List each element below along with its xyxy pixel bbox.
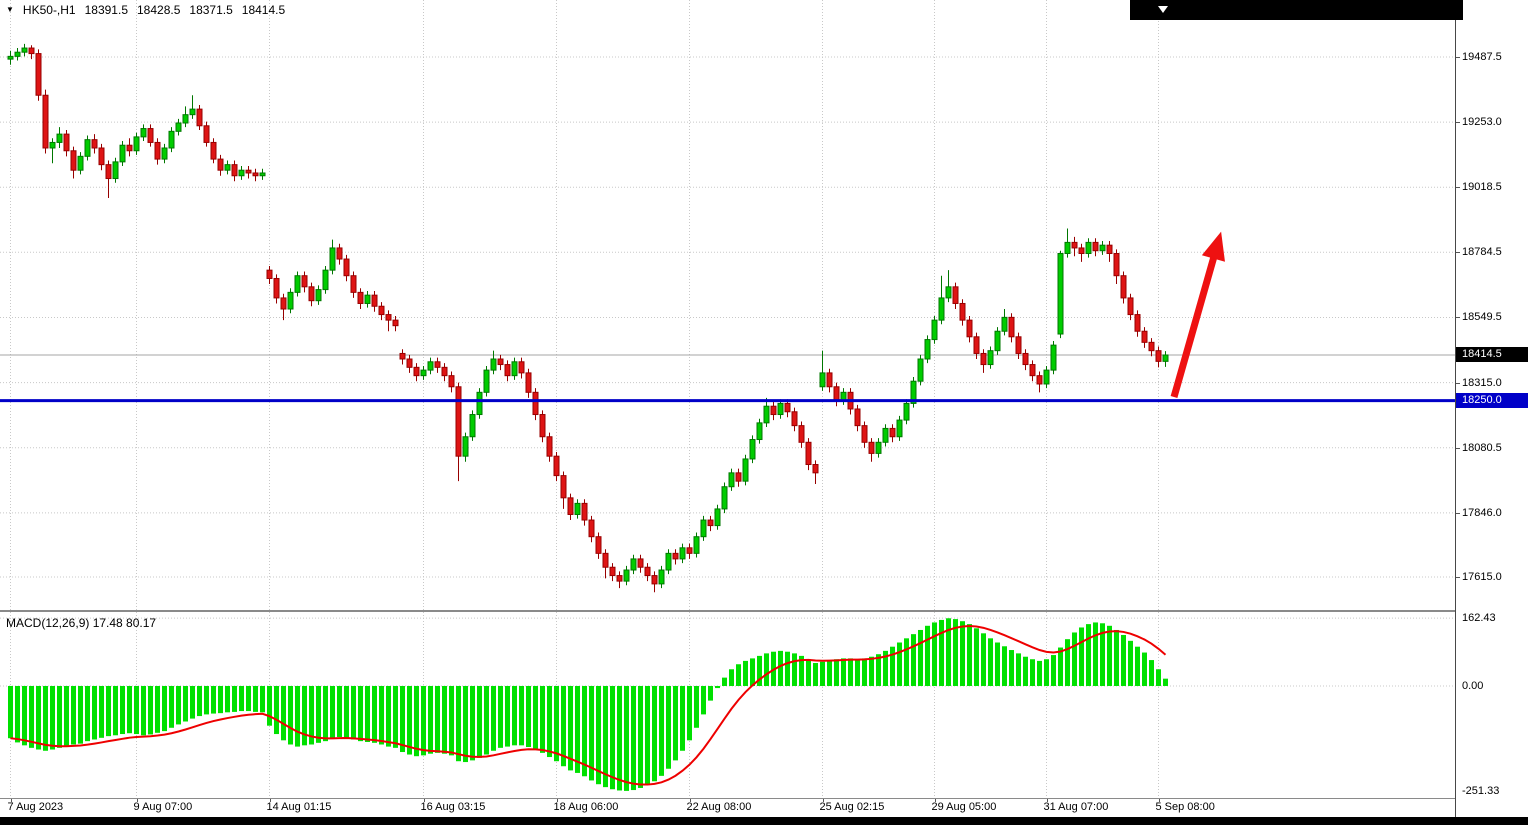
macd-axis-label: 162.43 — [1462, 612, 1496, 625]
time-axis-tick — [1158, 799, 1160, 802]
macd-axis-label: -251.33 — [1462, 785, 1500, 798]
time-axis-tick — [689, 799, 691, 802]
time-axis-label: 25 Aug 02:15 — [819, 801, 885, 813]
price-axis-label: 18549.5 — [1462, 311, 1502, 324]
price-axis-label: 19487.5 — [1462, 51, 1502, 64]
window-bottom-edge — [0, 817, 1528, 825]
high-value: 18428.5 — [137, 3, 181, 17]
price-axis-tick — [1456, 382, 1460, 384]
price-axis[interactable]: 19487.5 19253.0 19018.5 18784.5 18549.5 18315… — [1455, 0, 1528, 817]
time-axis-tick — [822, 799, 824, 802]
price-chart-canvas[interactable] — [0, 0, 1455, 610]
time-axis-tick — [10, 799, 12, 802]
macd-indicator-panel[interactable]: MACD(12,26,9) 17.48 80.17 — [0, 612, 1455, 798]
buy-arrow[interactable] — [1170, 245, 1221, 398]
price-axis-tick — [1456, 252, 1460, 254]
price-axis-tick — [1456, 576, 1460, 578]
macd-indicator-label: MACD(12,26,9) 17.48 80.17 — [6, 616, 157, 630]
symbol-timeframe-label: HK50-,H1 — [22, 3, 76, 17]
price-axis-tick — [1456, 512, 1460, 514]
price-axis-tick — [1456, 317, 1460, 319]
top-black-strip — [1130, 0, 1463, 20]
macd-axis-label: 0.00 — [1462, 679, 1484, 692]
time-axis-tick — [423, 799, 425, 802]
price-axis-label: 18080.5 — [1462, 441, 1502, 454]
time-axis-tick — [269, 799, 271, 802]
symbol-marker-icon: ▼ — [6, 5, 14, 14]
time-axis-label: 14 Aug 01:15 — [266, 801, 332, 813]
price-axis-label: 18784.5 — [1462, 246, 1502, 259]
macd-histogram — [8, 618, 1168, 791]
grid-layer — [0, 0, 1455, 610]
time-axis-label: 18 Aug 06:00 — [553, 801, 619, 813]
price-axis-label: 18315.0 — [1462, 376, 1502, 389]
price-axis-label: 17615.0 — [1462, 570, 1502, 583]
current-price-label: 18414.5 — [1456, 346, 1528, 362]
time-axis-label: 22 Aug 08:00 — [686, 801, 752, 813]
chart-shift-marker-icon[interactable] — [1158, 6, 1168, 13]
panel-separator[interactable] — [0, 610, 1455, 612]
price-chart-panel[interactable]: ▼ HK50-,H1 18391.5 18428.5 18371.5 18414… — [0, 0, 1463, 610]
time-axis-label: 29 Aug 05:00 — [931, 801, 997, 813]
time-axis-tick — [934, 799, 936, 802]
macd-canvas[interactable] — [0, 612, 1455, 798]
price-axis-tick — [1456, 57, 1460, 59]
chart-ohlc-header: ▼ HK50-,H1 18391.5 18428.5 18371.5 18414… — [6, 3, 285, 17]
buy-arrow-head[interactable] — [1201, 231, 1225, 262]
price-axis-tick — [1456, 447, 1460, 449]
low-value: 18371.5 — [189, 3, 233, 17]
time-axis-label: 5 Sep 08:00 — [1155, 801, 1215, 813]
open-value: 18391.5 — [84, 3, 128, 17]
time-axis-tick — [556, 799, 558, 802]
price-axis-label: 19018.5 — [1462, 181, 1502, 194]
time-axis[interactable]: 7 Aug 2023 9 Aug 07:00 14 Aug 01:15 16 Aug … — [0, 799, 1455, 817]
support-price-label: 18250.0 — [1456, 392, 1528, 408]
time-axis-label: 9 Aug 07:00 — [133, 801, 193, 813]
time-axis-tick — [1046, 799, 1048, 802]
macd-signal-line — [10, 625, 1167, 786]
panel-separator — [0, 798, 1455, 799]
price-axis-tick — [1456, 187, 1460, 189]
time-axis-label: 7 Aug 2023 — [7, 801, 64, 813]
time-axis-label: 16 Aug 03:15 — [420, 801, 486, 813]
close-value: 18414.5 — [241, 3, 286, 17]
price-axis-tick — [1456, 122, 1460, 124]
time-axis-label: 31 Aug 07:00 — [1043, 801, 1109, 813]
price-axis-label: 19253.0 — [1462, 116, 1502, 129]
candles-layer — [7, 43, 1169, 593]
time-axis-tick — [136, 799, 138, 802]
price-axis-label: 17846.0 — [1462, 506, 1502, 519]
